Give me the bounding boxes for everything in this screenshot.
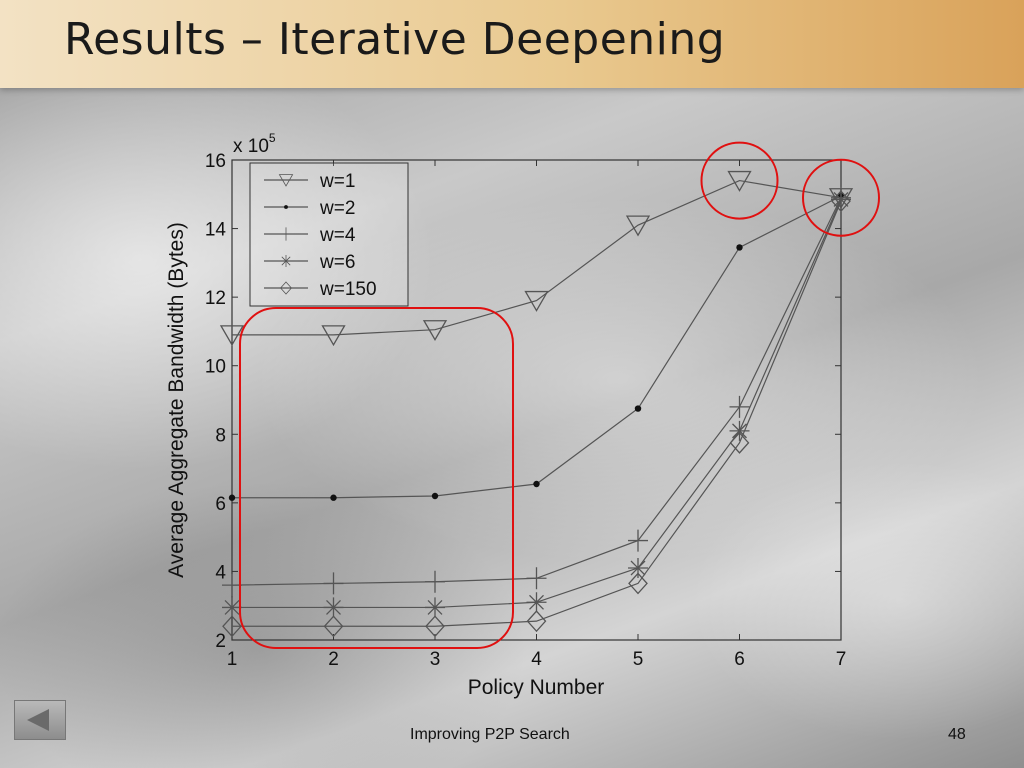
- series-2-point: [425, 570, 445, 593]
- y-tick-label: 16: [205, 151, 226, 172]
- series-markers: [219, 170, 854, 638]
- title-band: Results – Iterative Deepening: [0, 0, 1024, 88]
- series-1-point: [330, 494, 337, 501]
- series-3-point: [831, 189, 851, 210]
- series-2-point: [628, 529, 648, 552]
- legend-marker: [280, 281, 292, 295]
- legend-marker-0: [278, 174, 294, 187]
- series-1-point: [228, 494, 236, 501]
- series-3-point: [729, 420, 750, 441]
- legend-entry-label: w=150: [319, 279, 377, 300]
- series-4-point: [222, 615, 242, 638]
- series-2-point: [526, 567, 547, 590]
- y-tick-label: 12: [205, 288, 226, 309]
- y-tick-label: 8: [215, 425, 226, 446]
- legend: w=1 w=2 w=4 w=6 w=150: [249, 162, 409, 307]
- series-3-point: [323, 597, 344, 618]
- x-tick-label: 1: [227, 649, 238, 670]
- slide-title: Results – Iterative Deepening: [64, 14, 726, 65]
- series-2-point: [323, 572, 344, 595]
- series-0-point: [219, 325, 245, 347]
- series-4-point: [729, 431, 750, 454]
- series-4-point: [628, 572, 648, 595]
- x-tick-label: 4: [531, 649, 542, 670]
- series-line-0: [232, 179, 842, 336]
- slide-number: 48: [948, 726, 966, 743]
- y-tick-label: 4: [215, 562, 226, 583]
- series-0-point: [422, 320, 448, 342]
- series-1-point: [634, 405, 642, 412]
- back-navigation-button[interactable]: [14, 700, 66, 740]
- series-3-point: [628, 558, 648, 578]
- legend-marker: [280, 227, 293, 241]
- y-tick-label: 14: [205, 220, 227, 241]
- series-3-point: [222, 597, 242, 618]
- series-4-point: [831, 190, 851, 213]
- legend-marker: [280, 254, 293, 268]
- highlight-circle-policy-6: [700, 141, 779, 220]
- series-1-point: [431, 492, 439, 500]
- series-3-point: [526, 592, 547, 613]
- x-tick-label: 6: [734, 649, 745, 670]
- x-axis-label: Policy Number: [468, 676, 605, 699]
- legend-marker-1: [284, 205, 288, 209]
- x-tick-label: 3: [430, 649, 441, 670]
- y-multiplier-exponent: 5: [269, 131, 276, 145]
- legend-marker-2: [280, 227, 293, 241]
- series-1-point: [736, 244, 743, 251]
- x-tick-label: 5: [633, 649, 644, 670]
- legend-marker-3: [280, 254, 293, 268]
- legend-entry-label: w=6: [319, 252, 355, 273]
- series-0-point: [524, 290, 549, 312]
- legend-marker: [278, 174, 294, 187]
- series-0-point: [321, 325, 346, 347]
- legend-entry-label: w=2: [319, 198, 355, 219]
- y-tick-label: 2: [215, 631, 226, 652]
- highlight-circle-policy-7: [802, 158, 880, 237]
- x-tick-label: 7: [836, 649, 847, 670]
- x-tick-label: 2: [328, 649, 339, 670]
- y-tick-label: 6: [215, 494, 226, 515]
- series-2-point: [729, 395, 750, 418]
- y-multiplier-base: x 10: [233, 136, 269, 157]
- series-2-point: [222, 574, 242, 597]
- series-0-point: [625, 215, 651, 237]
- legend-entry-label: w=4: [319, 225, 356, 246]
- series-line-4: [232, 200, 842, 627]
- y-multiplier-label: x 105: [233, 131, 276, 157]
- y-axis-label: Average Aggregate Bandwidth (Bytes): [165, 222, 188, 578]
- y-tick-label: 10: [205, 357, 226, 378]
- legend-marker-4: [280, 281, 292, 295]
- footer-text: Improving P2P Search: [410, 726, 570, 743]
- series-3-point: [425, 597, 445, 618]
- series-4-point: [425, 615, 445, 638]
- series-1-point: [533, 480, 540, 488]
- legend-marker: [284, 205, 288, 209]
- series-0-point: [727, 170, 752, 192]
- series-4-point: [526, 610, 547, 633]
- series-4-point: [323, 615, 344, 638]
- highlight-annotations: [239, 141, 880, 649]
- highlight-box: [239, 307, 514, 649]
- back-arrow-icon: [27, 709, 49, 731]
- legend-entry-label: w=1: [319, 171, 355, 192]
